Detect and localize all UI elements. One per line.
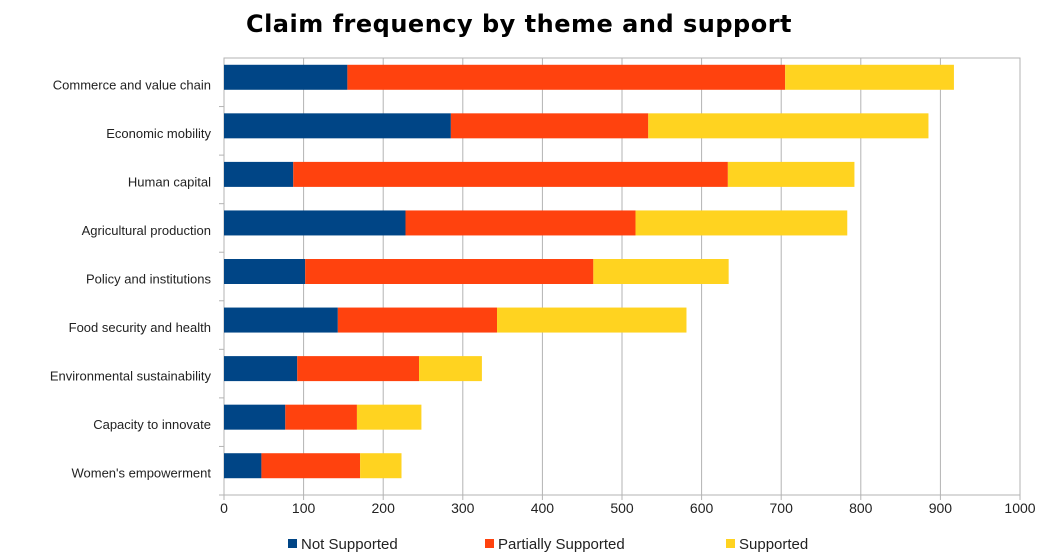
category-label: Policy and institutions [86, 272, 212, 287]
category-label: Economic mobility [106, 126, 211, 141]
bar-segment [450, 113, 649, 139]
bar-segment [347, 64, 786, 90]
bar-segment [497, 307, 687, 333]
bar-segment [224, 113, 451, 139]
category-label: Environmental sustainability [50, 369, 212, 384]
x-tick-label: 900 [929, 500, 953, 516]
x-tick-label: 1000 [1004, 500, 1035, 516]
x-tick-label: 100 [292, 500, 316, 516]
bar-segment [405, 210, 636, 236]
bar-segment [635, 210, 848, 236]
bar-segment [224, 356, 298, 382]
bar-segment [785, 64, 954, 90]
category-label: Women's empowerment [71, 466, 211, 481]
legend-swatch [485, 539, 494, 548]
bar-segment [727, 161, 855, 187]
bar-segment [285, 404, 357, 430]
bar-segment [293, 161, 728, 187]
bar-segment [360, 453, 402, 479]
category-label: Human capital [128, 174, 211, 189]
chart-plot-area: Commerce and value chain Economic mobilit… [50, 57, 1036, 516]
x-tick-label: 400 [531, 500, 555, 516]
bar-segment [224, 259, 306, 284]
x-tick-label: 500 [610, 500, 634, 516]
legend-label: Partially Supported [498, 536, 625, 553]
legend-item: Supported [726, 536, 808, 553]
bar-segment [224, 307, 338, 333]
x-tick-label: 700 [770, 500, 794, 516]
category-labels: Commerce and value chain Economic mobilit… [50, 77, 212, 480]
x-tick-label: 600 [690, 500, 714, 516]
bar-segment [224, 404, 286, 430]
x-tick-label: 200 [372, 500, 396, 516]
x-tick-labels: 0 100 200 300 400 500 600 700 800 900 1000 [220, 500, 1036, 516]
legend: Not Supported Partially Supported Supporte… [0, 536, 1038, 554]
bar-segment [356, 404, 422, 430]
legend-item: Not Supported [288, 536, 398, 553]
legend-label: Supported [739, 536, 809, 553]
legend-item: Partially Supported [485, 536, 625, 553]
bar-segment [224, 453, 262, 479]
bar-segment [224, 64, 348, 90]
bar-segment [224, 210, 406, 236]
legend-swatch [288, 539, 297, 548]
category-label: Food security and health [69, 320, 211, 335]
x-tick-label: 0 [220, 500, 228, 516]
chart-title: Claim frequency by theme and support [245, 10, 793, 38]
bar-segment [305, 259, 594, 284]
bar-segment [261, 453, 361, 479]
bar-segment [297, 356, 420, 382]
category-label: Capacity to innovate [93, 417, 211, 432]
x-tick-label: 800 [849, 500, 873, 516]
bar-segment [593, 259, 729, 284]
legend-label: Not Supported [301, 536, 398, 553]
bar-segment [648, 113, 929, 139]
category-label: Commerce and value chain [53, 77, 211, 92]
category-label: Agricultural production [82, 223, 211, 238]
x-tick-label: 300 [451, 500, 475, 516]
bars [219, 64, 954, 496]
legend-swatch [726, 539, 735, 548]
bar-segment [224, 161, 294, 187]
bar-segment [337, 307, 498, 333]
bar-segment [419, 356, 482, 382]
